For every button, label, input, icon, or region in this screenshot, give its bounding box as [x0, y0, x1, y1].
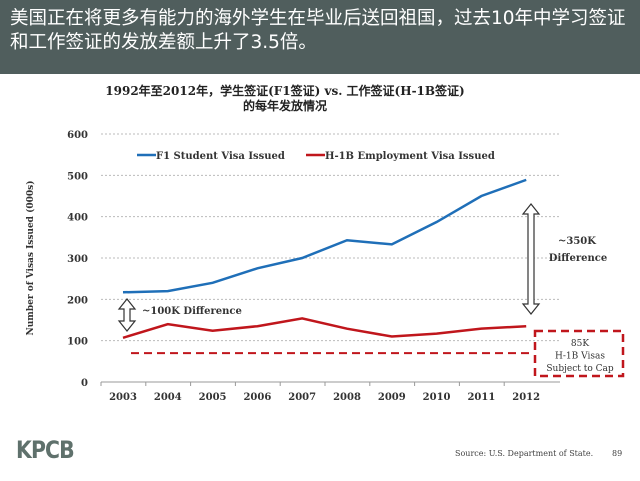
x-tick-label: 2003: [109, 392, 137, 403]
double-arrow-icon: [521, 203, 541, 315]
y-tick-label: 200: [67, 295, 88, 306]
cap-box: [533, 329, 625, 378]
kpcb-logo: KPCB: [16, 436, 75, 464]
slide-header: 美国正在将更多有能力的海外学生在毕业后送回祖国，过去10年中学习签证和工作签证的…: [0, 0, 640, 74]
x-tick-label: 2011: [467, 392, 495, 403]
chart-title-line1: 1992年至2012年，学生签证(F1签证) vs. 工作签证(H-1B签证): [105, 84, 465, 98]
legend-label: F1 Student Visa Issued: [156, 151, 285, 162]
x-tick-label: 2006: [243, 392, 271, 403]
cap-annotation: Subject to Cap: [546, 364, 614, 374]
annotation-difference: Difference: [549, 253, 607, 264]
x-tick-label: 2005: [199, 392, 227, 403]
legend-label: H-1B Employment Visa Issued: [325, 151, 495, 162]
x-tick-label: 2007: [288, 392, 316, 403]
y-tick-label: 300: [67, 254, 88, 265]
annotation-100k: ~100K Difference: [142, 306, 242, 317]
x-tick-label: 2008: [333, 392, 361, 403]
x-tick-label: 2010: [423, 392, 451, 403]
series-line-h1b: [122, 317, 527, 339]
y-tick-label: 600: [67, 130, 88, 141]
cap-annotation: 85K: [571, 339, 589, 349]
y-tick-label: 500: [67, 171, 88, 182]
x-tick-label: 2004: [154, 392, 182, 403]
cap-annotation: H-1B Visas: [555, 352, 605, 362]
x-tick-label: 2009: [378, 392, 406, 403]
y-tick-label: 100: [67, 337, 88, 348]
y-tick-label: 400: [67, 213, 88, 224]
y-tick-label: 0: [81, 378, 88, 389]
page-number: 89: [612, 449, 623, 458]
source-note: Source: U.S. Department of State.: [455, 449, 594, 458]
y-axis-label: Number of Visas Issued (000s): [25, 181, 36, 336]
chart-title-line2: 的每年发放情况: [242, 99, 327, 113]
chart-title: 1992年至2012年，学生签证(F1签证) vs. 工作签证(H-1B签证) …: [80, 84, 490, 114]
series-line-f1: [122, 178, 527, 294]
x-tick-label: 2012: [512, 392, 540, 403]
annotation-350k: ~350K: [558, 236, 596, 247]
double-arrow-icon: [117, 298, 137, 332]
